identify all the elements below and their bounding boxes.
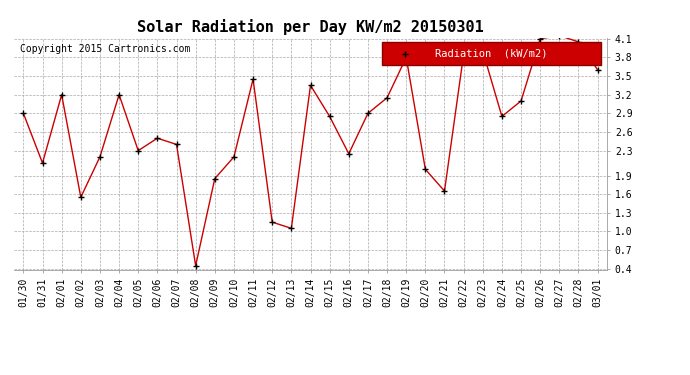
FancyBboxPatch shape: [382, 42, 601, 65]
Text: Radiation  (kW/m2): Radiation (kW/m2): [435, 49, 548, 59]
Title: Solar Radiation per Day KW/m2 20150301: Solar Radiation per Day KW/m2 20150301: [137, 19, 484, 35]
Text: Copyright 2015 Cartronics.com: Copyright 2015 Cartronics.com: [20, 45, 190, 54]
